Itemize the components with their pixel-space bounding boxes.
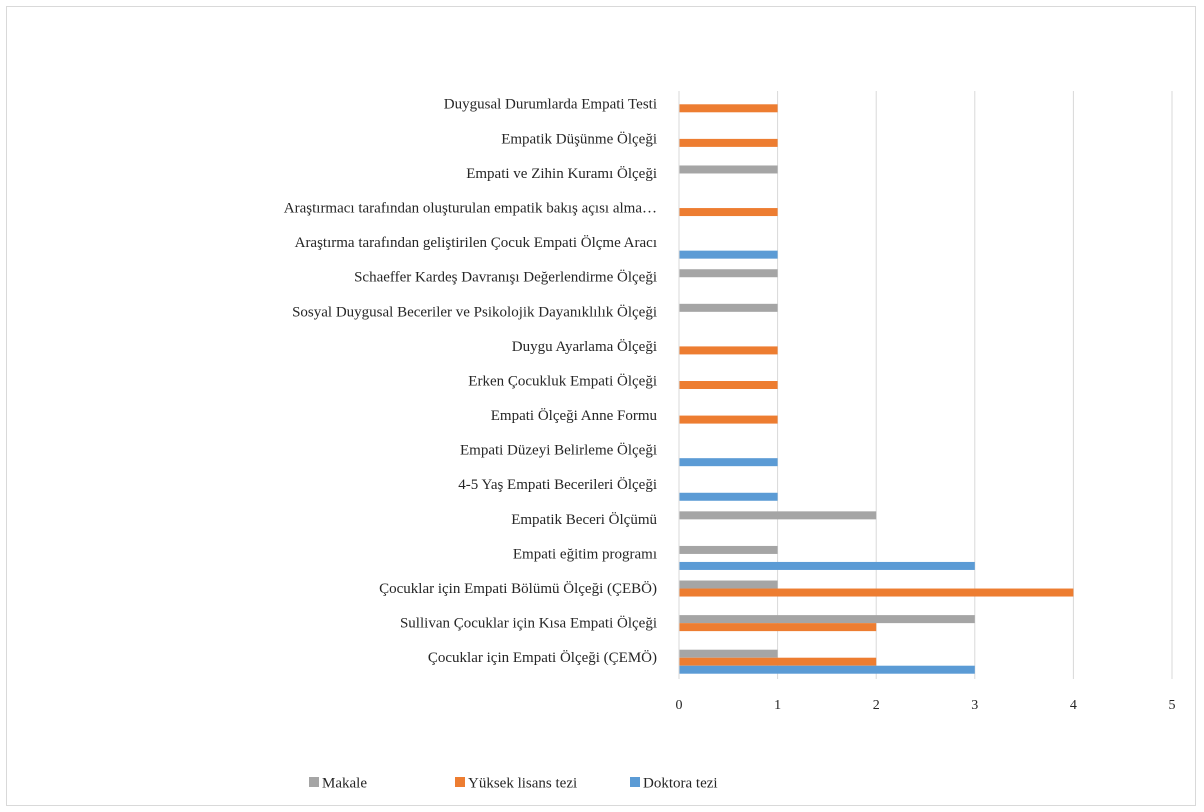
category-label: Araştırmacı tarafından oluşturulan empat…: [284, 200, 657, 216]
x-tick-label: 1: [774, 698, 781, 713]
x-tick-label: 3: [971, 698, 978, 713]
bar-doktora-tezi-11: [679, 492, 778, 501]
x-tick-label: 4: [1070, 698, 1077, 713]
category-label: Empati Ölçeği Anne Formu: [491, 407, 658, 424]
bar-yüksek-lisans-tezi-8: [679, 381, 778, 389]
bar-makale-13: [679, 545, 778, 554]
category-label: Çocuklar için Empati Bölümü Ölçeği (ÇEBÖ…: [379, 580, 657, 597]
bar-yüksek-lisans-tezi-3: [679, 208, 778, 217]
legend-label: Makale: [322, 775, 367, 791]
bar-yüksek-lisans-tezi-15: [679, 623, 877, 632]
x-tick-label: 0: [676, 698, 683, 713]
bars: [679, 104, 1074, 674]
legend-label: Yüksek lisans tezi: [468, 775, 577, 791]
x-tick-label: 2: [873, 698, 880, 713]
category-label: Empatik Düşünme Ölçeği: [501, 130, 657, 147]
bar-yüksek-lisans-tezi-1: [679, 138, 778, 147]
bar-makale-2: [679, 165, 778, 174]
legend: Makale Yüksek lisans tezi Doktora tezi: [309, 775, 718, 791]
bar-makale-12: [679, 511, 877, 520]
category-label: Empatik Beceri Ölçümü: [511, 511, 657, 528]
bar-doktora-tezi-13: [679, 561, 975, 570]
category-label: Empati ve Zihin Kuramı Ölçeği: [466, 165, 657, 182]
bar-doktora-tezi-4: [679, 250, 778, 259]
legend-swatch-0: [309, 777, 319, 787]
category-label: Empati eğitim programı: [513, 546, 657, 562]
legend-swatch-2: [630, 777, 640, 787]
bar-yüksek-lisans-tezi-0: [679, 104, 778, 113]
bar-makale-5: [679, 269, 778, 278]
bar-yüksek-lisans-tezi-7: [679, 346, 778, 355]
bar-yüksek-lisans-tezi-16: [679, 657, 877, 666]
category-label: Çocuklar için Empati Ölçeği (ÇEMÖ): [428, 649, 657, 666]
category-label: Erken Çocukluk Empati Ölçeği: [468, 372, 657, 389]
category-label: Schaeffer Kardeş Davranışı Değerlendirme…: [354, 269, 657, 286]
category-label: Sullivan Çocuklar için Kısa Empati Ölçeğ…: [400, 615, 657, 632]
bar-doktora-tezi-10: [679, 458, 778, 467]
bar-makale-14: [679, 580, 778, 589]
category-label: Duygu Ayarlama Ölçeği: [512, 338, 657, 355]
category-label: Sosyal Duygusal Beceriler ve Psikolojik …: [292, 303, 657, 320]
legend-label: Doktora tezi: [643, 775, 718, 791]
bar-makale-6: [679, 303, 778, 312]
bar-doktora-tezi-16: [679, 665, 975, 674]
bar-yüksek-lisans-tezi-9: [679, 415, 778, 424]
axes: Duygusal Durumlarda Empati Testi Empatik …: [284, 91, 1176, 713]
chart: Duygusal Durumlarda Empati Testi Empatik …: [284, 91, 1176, 791]
chart-frame: Duygusal Durumlarda Empati Testi Empatik …: [6, 6, 1196, 806]
category-label: Empati Düzeyi Belirleme Ölçeği: [460, 442, 657, 459]
legend-swatch-1: [455, 777, 465, 787]
bar-makale-16: [679, 649, 778, 658]
category-label: 4-5 Yaş Empati Becerileri Ölçeği: [458, 476, 657, 493]
category-label: Araştırma tarafından geliştirilen Çocuk …: [295, 234, 657, 251]
bar-yüksek-lisans-tezi-14: [679, 588, 1074, 597]
category-label: Duygusal Durumlarda Empati Testi: [444, 97, 657, 113]
x-tick-label: 5: [1169, 698, 1176, 713]
bar-makale-15: [679, 615, 975, 624]
